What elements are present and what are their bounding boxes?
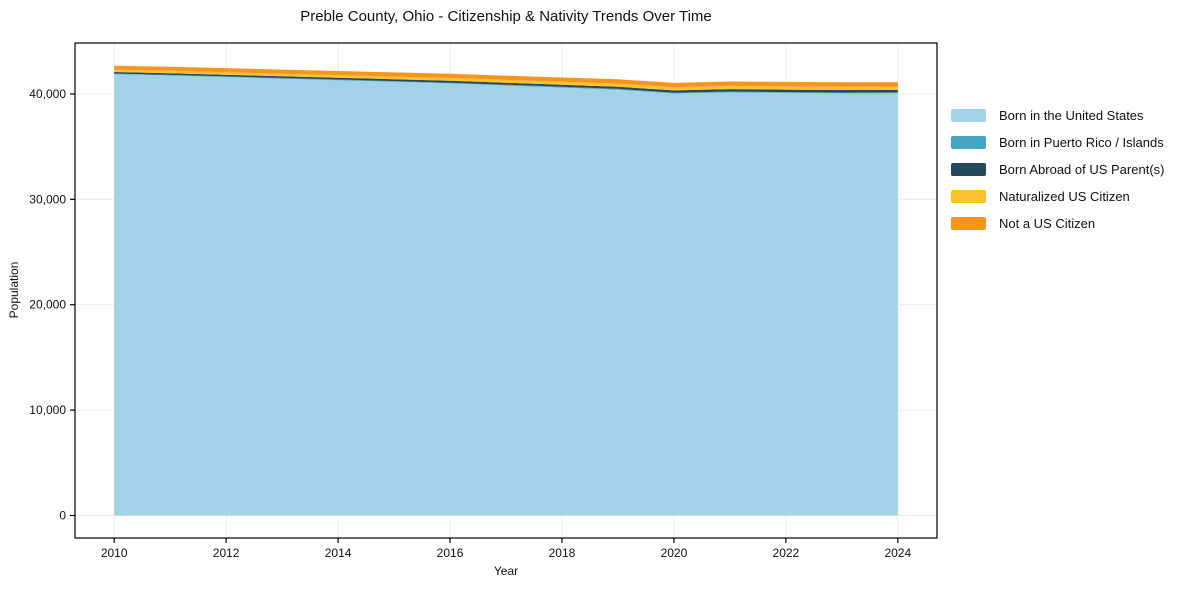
x-axis-label: Year xyxy=(493,564,519,578)
y-axis-label: Population xyxy=(7,261,21,319)
y-tick-label: 40,000 xyxy=(29,87,66,101)
y-tick-label: 30,000 xyxy=(29,192,66,206)
legend-label: Naturalized US Citizen xyxy=(999,189,1130,204)
legend-swatch-icon xyxy=(951,136,986,149)
legend-item: Born in the United States xyxy=(951,106,1164,125)
legend-label: Born in the United States xyxy=(999,108,1144,123)
legend-item: Not a US Citizen xyxy=(951,214,1164,233)
legend-swatch-icon xyxy=(951,109,986,122)
plot-border xyxy=(74,42,938,539)
legend-item: Naturalized US Citizen xyxy=(951,187,1164,206)
x-tick-label: 2018 xyxy=(549,546,576,560)
area-series-0 xyxy=(114,74,898,516)
chart-title: Preble County, Ohio - Citizenship & Nati… xyxy=(300,8,712,25)
legend-label: Born in Puerto Rico / Islands xyxy=(999,135,1164,150)
x-tick-label: 2012 xyxy=(213,546,240,560)
area-series-3 xyxy=(114,69,898,91)
x-tick-label: 2024 xyxy=(884,546,911,560)
legend: Born in the United States Born in Puerto … xyxy=(951,106,1164,241)
x-tick-label: 2014 xyxy=(325,546,352,560)
legend-swatch-icon xyxy=(951,163,986,176)
x-tick-label: 2020 xyxy=(661,546,688,560)
y-tick-label: 0 xyxy=(59,509,66,523)
legend-swatch-icon xyxy=(951,190,986,203)
x-tick-label: 2016 xyxy=(437,546,464,560)
legend-label: Born Abroad of US Parent(s) xyxy=(999,162,1165,177)
legend-swatch-icon xyxy=(951,217,986,230)
area-series-2 xyxy=(114,72,898,93)
legend-label: Not a US Citizen xyxy=(999,216,1096,231)
legend-item: Born in Puerto Rico / Islands xyxy=(951,133,1164,152)
y-tick-label: 10,000 xyxy=(29,403,66,417)
x-tick-label: 2010 xyxy=(101,546,128,560)
y-tick-label: 20,000 xyxy=(29,298,66,312)
area-series-1 xyxy=(114,73,898,94)
x-tick-label: 2022 xyxy=(773,546,800,560)
legend-item: Born Abroad of US Parent(s) xyxy=(951,160,1164,179)
area-series-4 xyxy=(114,65,898,88)
